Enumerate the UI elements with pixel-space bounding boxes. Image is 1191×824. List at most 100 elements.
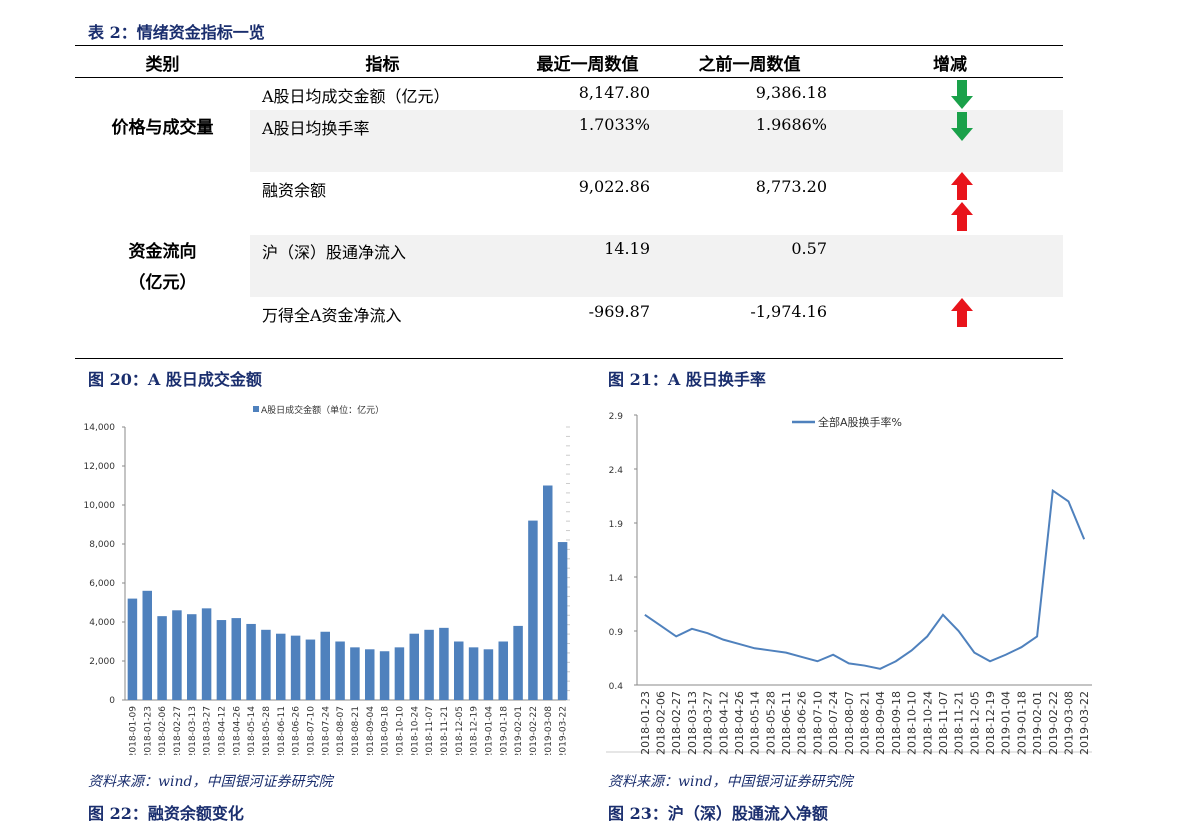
row-recent-value: 8,147.80 bbox=[578, 83, 650, 102]
x-tick-label: 2018-10-10 bbox=[906, 691, 919, 755]
x-tick-label: 2018-09-04 bbox=[366, 706, 376, 755]
x-tick-label: 2018-05-14 bbox=[749, 691, 762, 755]
x-tick-label: 2019-03-22 bbox=[559, 706, 569, 755]
x-tick-label: 2018-09-04 bbox=[874, 691, 887, 755]
source-note-left: 资料来源：wind，中国银河证券研究院 bbox=[88, 774, 333, 790]
x-tick-label: 2019-02-01 bbox=[1031, 691, 1044, 755]
row-indicator: A股日均成交金额（亿元） bbox=[262, 87, 450, 106]
x-tick-label: 2018-06-11 bbox=[780, 691, 793, 755]
bar bbox=[172, 610, 182, 700]
bar bbox=[409, 633, 419, 700]
y-tick-label: 0 bbox=[109, 696, 115, 706]
x-tick-label: 2018-06-11 bbox=[277, 706, 287, 755]
x-tick-label: 2018-10-24 bbox=[410, 706, 420, 755]
row-previous-value: 9,386.18 bbox=[755, 83, 827, 102]
table-bottom-rule bbox=[75, 358, 1063, 359]
bar bbox=[365, 649, 375, 700]
y-tick-label: 6,000 bbox=[89, 579, 115, 589]
bar bbox=[335, 641, 345, 700]
series-line bbox=[644, 488, 1086, 670]
figure-22-caption: 图 22：融资余额变化 bbox=[88, 804, 244, 823]
x-tick-label: 2018-09-18 bbox=[381, 706, 391, 755]
x-tick-label: 2019-03-22 bbox=[1078, 691, 1091, 755]
x-tick-label: 2018-04-26 bbox=[733, 691, 746, 755]
bar bbox=[350, 647, 360, 700]
table-header-rule bbox=[75, 77, 1063, 78]
x-tick-label: 2018-01-23 bbox=[639, 691, 652, 755]
x-tick-label: 2018-05-28 bbox=[262, 706, 272, 755]
row-previous-value: 0.57 bbox=[791, 239, 827, 258]
bar bbox=[187, 614, 197, 700]
x-tick-label: 2018-01-09 bbox=[128, 706, 138, 755]
bar bbox=[394, 647, 405, 700]
x-tick-label: 2019-01-18 bbox=[1015, 691, 1028, 755]
y-tick-label: 1.9 bbox=[609, 520, 624, 530]
row-shade bbox=[250, 110, 1063, 172]
x-tick-label: 2018-05-14 bbox=[247, 706, 257, 755]
y-tick-label: 12,000 bbox=[84, 462, 116, 472]
x-tick-label: 2018-02-27 bbox=[173, 706, 183, 755]
turnover-amount-bar-chart: A股日成交金额（单位：亿元） 0 2,000 4,000 6,000 8,000 10,00… bbox=[84, 404, 570, 755]
y-tick-label: 14,000 bbox=[84, 423, 116, 433]
bar bbox=[483, 649, 494, 700]
y-tick-label: 4,000 bbox=[89, 618, 115, 628]
bar bbox=[290, 635, 301, 700]
x-tick-label: 2018-09-18 bbox=[890, 691, 903, 755]
x-tick-label: 2018-12-05 bbox=[455, 706, 465, 755]
row-previous-value: 1.9686% bbox=[755, 115, 827, 134]
x-tick-label: 2018-02-06 bbox=[158, 706, 168, 755]
table-caption: 表 2：情绪资金指标一览 bbox=[88, 23, 265, 42]
x-tick-label: 2018-07-24 bbox=[321, 706, 331, 755]
x-tick-label: 2018-12-05 bbox=[968, 691, 981, 755]
x-tick-label: 2018-05-28 bbox=[764, 691, 777, 755]
bar bbox=[276, 633, 286, 700]
row-indicator: A股日均换手率 bbox=[262, 119, 370, 138]
group-label-fund-flow-unit: （亿元） bbox=[128, 273, 197, 293]
arrow-up-icon bbox=[951, 172, 973, 231]
x-tick-label: 2018-12-19 bbox=[984, 691, 997, 755]
bar bbox=[261, 629, 271, 700]
bar bbox=[157, 616, 167, 700]
row-recent-value: 1.7033% bbox=[578, 115, 650, 134]
legend-label: A股日成交金额（单位：亿元） bbox=[261, 404, 384, 416]
row-recent-value: 14.19 bbox=[604, 239, 650, 258]
bar bbox=[216, 620, 227, 700]
y-tick-label: 2.4 bbox=[609, 466, 624, 476]
x-tick-label: 2018-03-13 bbox=[686, 691, 699, 755]
bar bbox=[320, 631, 330, 700]
y-tick-label: 0.9 bbox=[609, 628, 624, 638]
bar bbox=[201, 608, 212, 700]
bar bbox=[454, 641, 464, 700]
x-tick-label: 2019-02-01 bbox=[514, 706, 524, 755]
bar bbox=[513, 625, 523, 700]
bar bbox=[557, 542, 568, 700]
x-tick-label: 2018-06-26 bbox=[292, 706, 302, 755]
row-shade bbox=[250, 235, 1063, 297]
y-tick-label: 10,000 bbox=[84, 501, 116, 511]
row-previous-value: 8,773.20 bbox=[755, 177, 827, 196]
x-tick-label: 2018-04-12 bbox=[217, 706, 227, 755]
x-tick-label: 2018-03-13 bbox=[188, 706, 198, 755]
table-top-rule bbox=[75, 45, 1063, 46]
legend-label: 全部A股换手率% bbox=[818, 415, 902, 429]
y-tick-label: 8,000 bbox=[89, 540, 115, 550]
row-recent-value: -969.87 bbox=[588, 302, 650, 321]
x-tick-label: 2019-02-22 bbox=[1047, 691, 1060, 755]
x-tick-label: 2018-08-07 bbox=[336, 706, 346, 755]
bar bbox=[231, 618, 241, 700]
y-tick-label: 1.4 bbox=[609, 574, 624, 584]
x-tick-label: 2018-07-10 bbox=[811, 691, 824, 755]
y-tick-label: 2.9 bbox=[609, 412, 624, 422]
row-indicator: 融资余额 bbox=[262, 181, 327, 200]
header-recent-week: 最近一周数值 bbox=[536, 55, 639, 75]
x-tick-label: 2018-06-26 bbox=[796, 691, 809, 755]
bar bbox=[142, 590, 152, 700]
bar bbox=[468, 647, 479, 700]
group-label-fund-flow: 资金流向 bbox=[128, 242, 197, 262]
group-label-price-volume: 价格与成交量 bbox=[111, 118, 214, 138]
header-category: 类别 bbox=[145, 55, 180, 75]
bar bbox=[127, 598, 138, 700]
bar bbox=[543, 485, 553, 700]
y-tick-label: 2,000 bbox=[89, 657, 115, 667]
row-recent-value: 9,022.86 bbox=[578, 177, 650, 196]
